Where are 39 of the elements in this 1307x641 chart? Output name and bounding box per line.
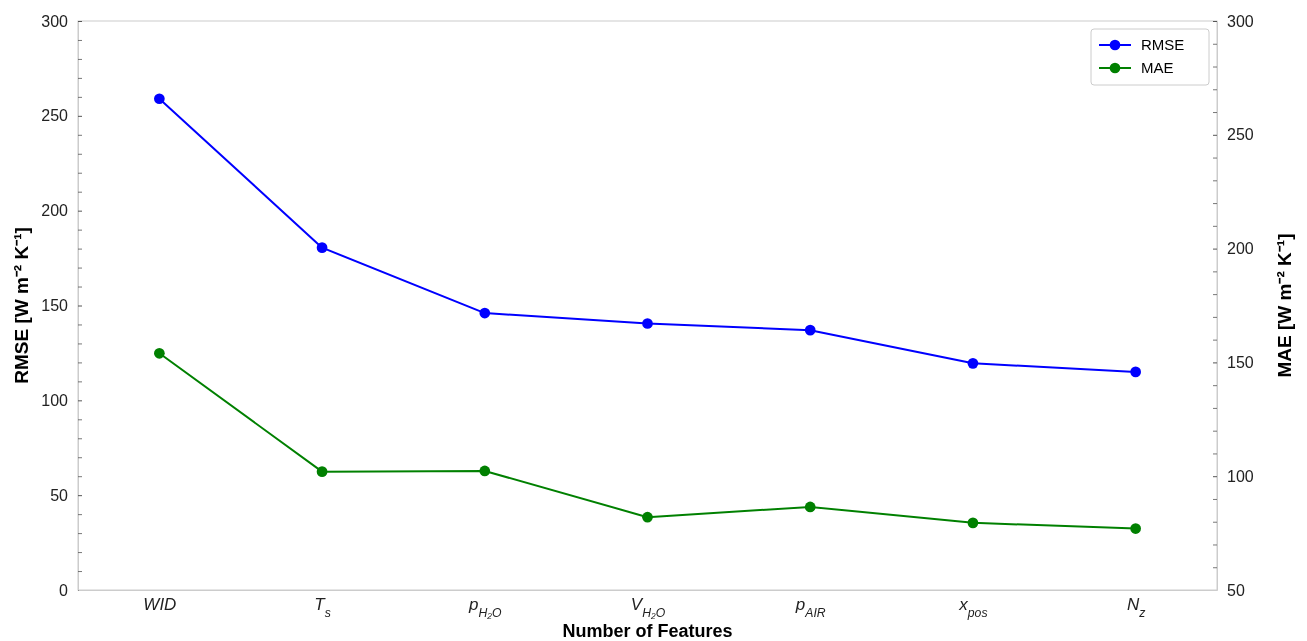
- legend-label: RMSE: [1141, 36, 1185, 53]
- x-tick-label: N$_{z}$: [1126, 595, 1146, 620]
- point: [316, 242, 328, 253]
- y-tick-label: 50: [50, 486, 69, 504]
- y-tick-label: 250: [41, 107, 69, 125]
- y2-tick-label: 200: [1227, 240, 1254, 258]
- point: [1130, 523, 1141, 534]
- point: [154, 93, 165, 105]
- y-axis-title: RMSE [W m⁻² K⁻¹]: [11, 227, 32, 384]
- y2-tick-label: 150: [1227, 354, 1254, 372]
- y-tick-label: 100: [41, 391, 69, 409]
- y2-tick-label: 50: [1227, 581, 1245, 599]
- point: [316, 466, 328, 477]
- x-tick-label: x$_{pos}$: [958, 595, 988, 620]
- point: [154, 347, 165, 359]
- point: [479, 465, 491, 477]
- x-tick-label: p$_{AIR}$: [794, 595, 826, 620]
- point: [642, 318, 653, 329]
- point: [1130, 366, 1141, 378]
- x-tick-label: V$_{H₂O}$: [630, 595, 666, 620]
- x-tick-label: WID: [143, 595, 177, 614]
- y-tick-label: 300: [41, 12, 69, 30]
- y-tick-label: 0: [59, 581, 69, 599]
- x-axis-title: Number of Features: [562, 621, 733, 641]
- point: [967, 517, 979, 529]
- y-tick-label: 200: [41, 202, 69, 220]
- point: [967, 358, 979, 369]
- y2-tick-label: 300: [1227, 12, 1254, 30]
- y2-tick-label: 100: [1227, 467, 1254, 485]
- point: [479, 307, 491, 319]
- legend-label: MAE: [1141, 59, 1174, 76]
- point: [804, 324, 816, 336]
- x-tick-label: p$_{H₂O}$: [468, 595, 503, 620]
- point: [642, 511, 653, 523]
- y-tick-label: 150: [41, 297, 69, 315]
- y2-tick-label: 250: [1227, 126, 1254, 144]
- point: [804, 501, 816, 513]
- y2-axis-title: MAE [W m⁻² K⁻¹]: [1274, 233, 1295, 378]
- x-tick-label: T$_{s}$: [314, 595, 331, 620]
